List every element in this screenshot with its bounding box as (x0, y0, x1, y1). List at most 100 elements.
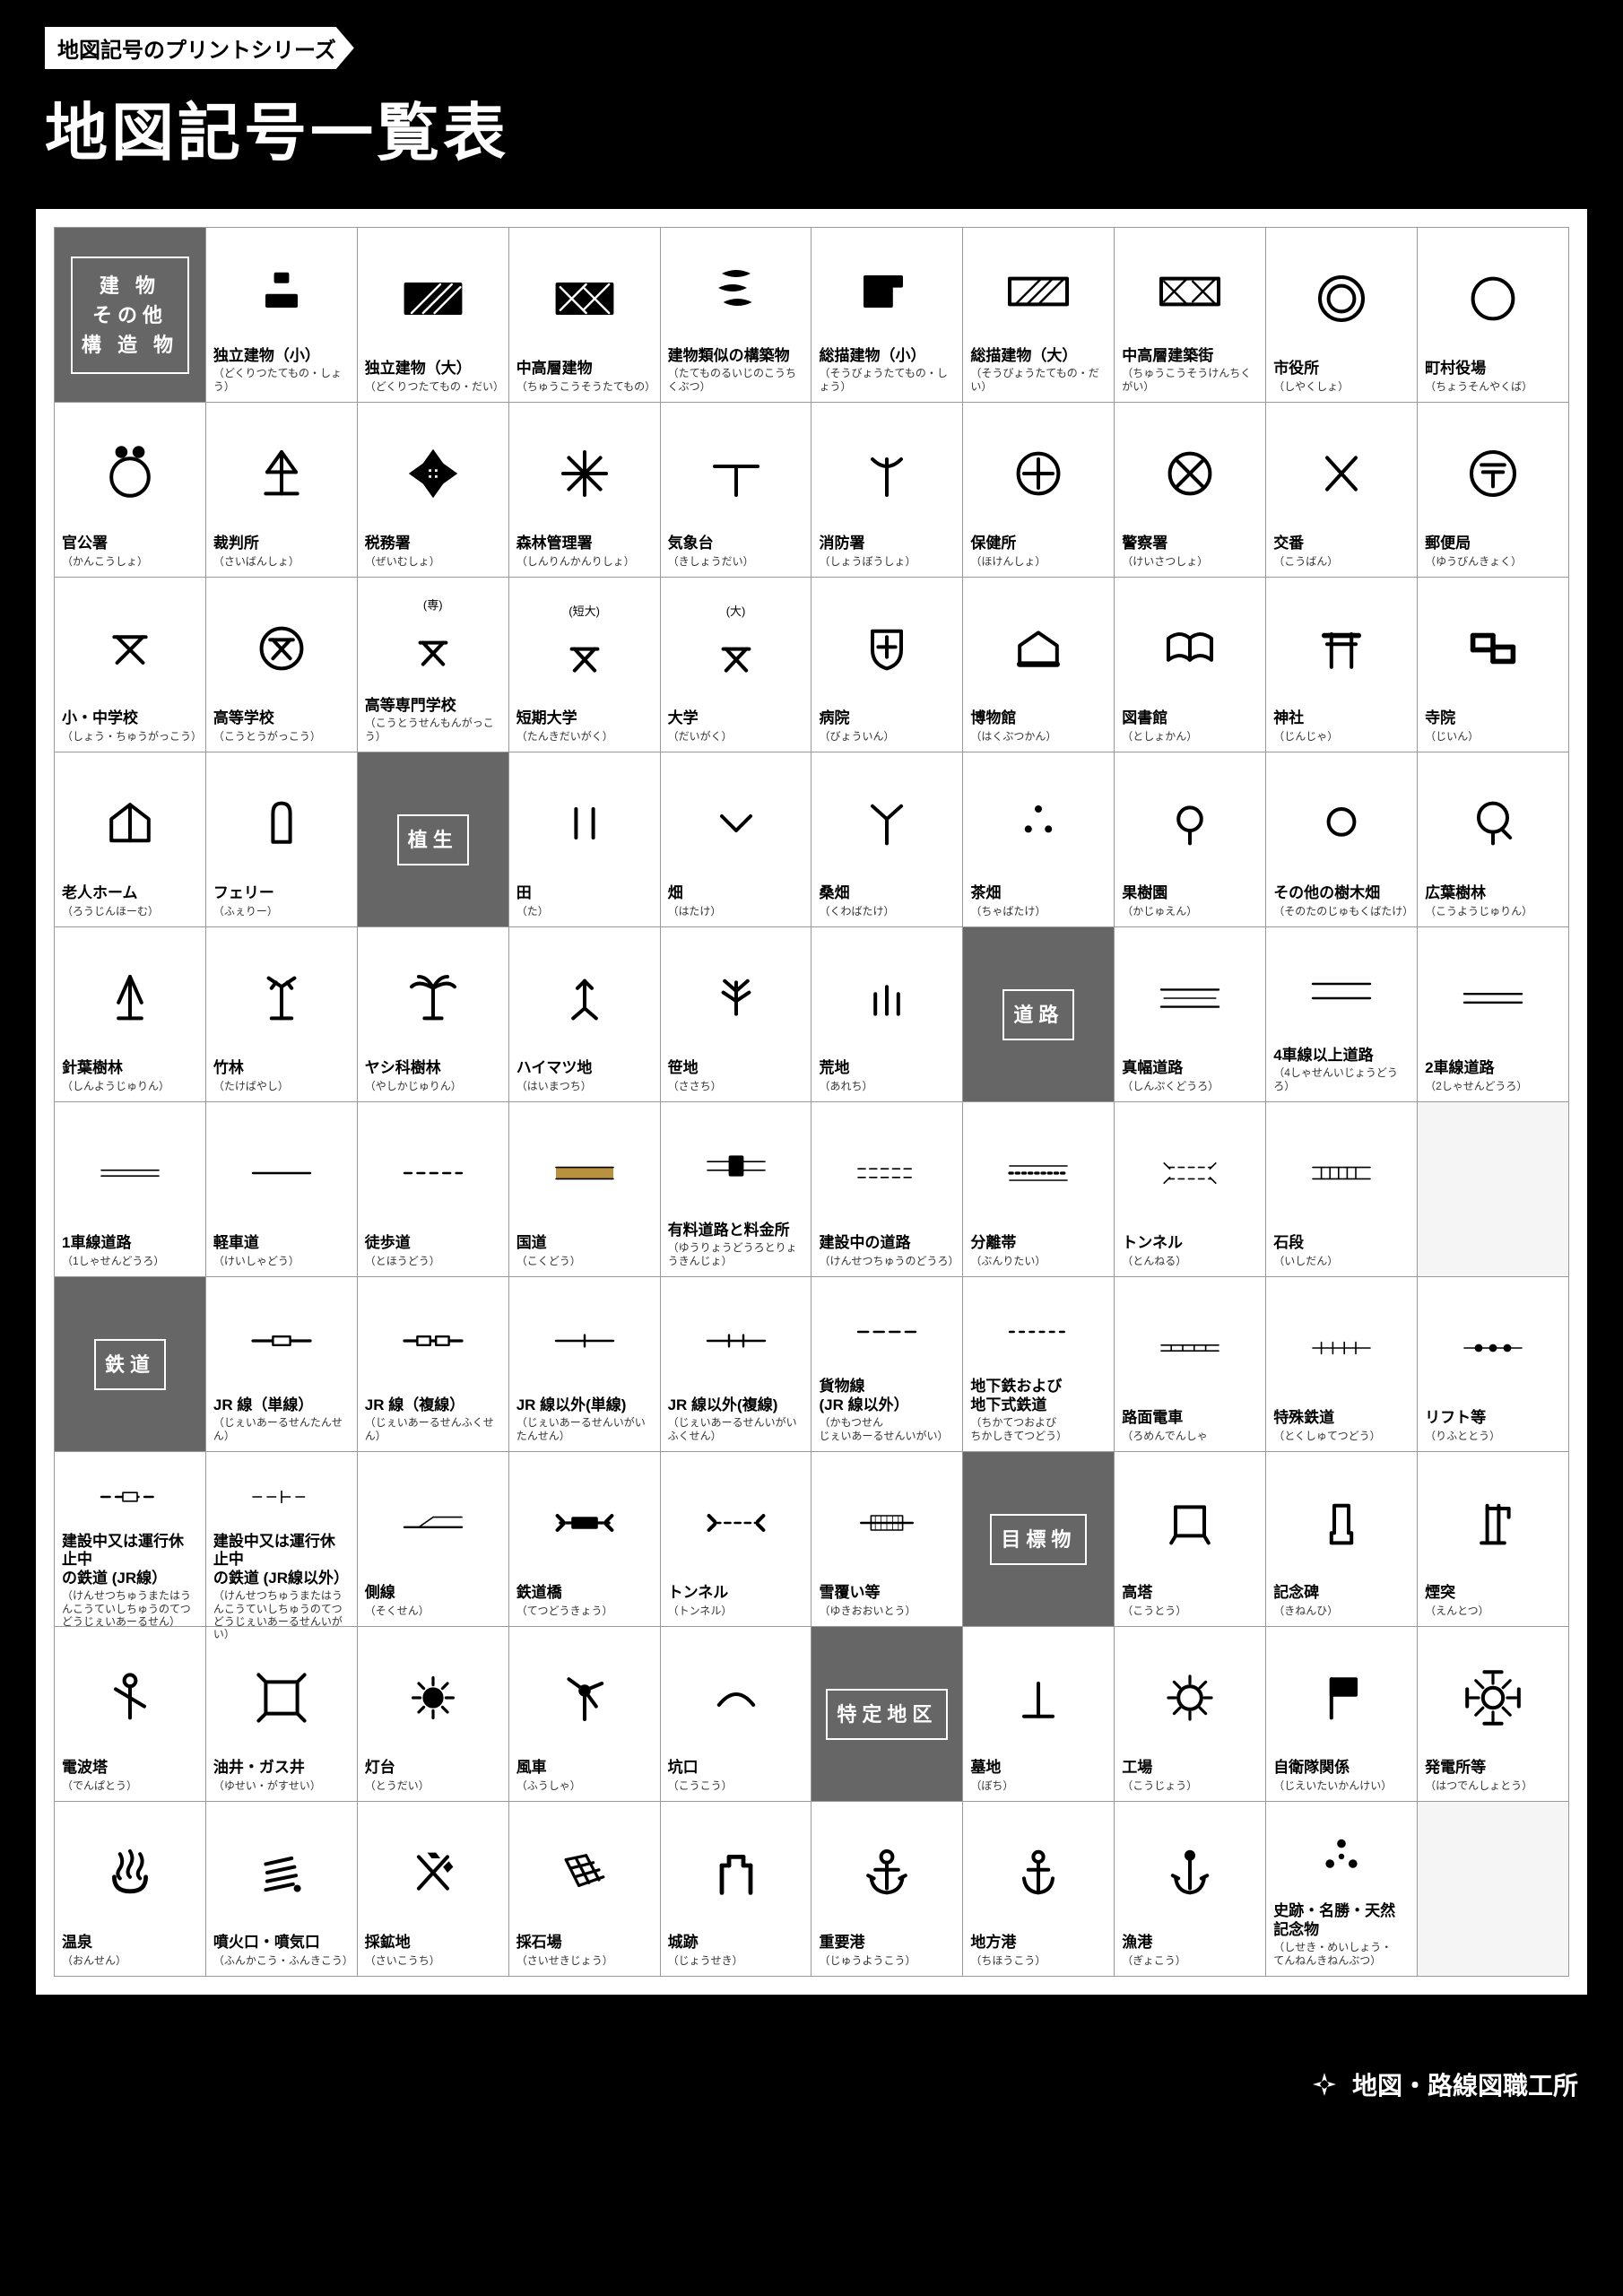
local-port-icon (970, 1811, 1107, 1934)
health-icon (970, 412, 1107, 535)
symbol-label: 交番 (1273, 535, 1410, 552)
oil-gas-icon (213, 1636, 350, 1759)
symbol-reading: （1しゃせんどうろ） (62, 1255, 198, 1267)
bldg-mid-cross-icon (516, 237, 653, 360)
symbol-label: 笹地 (668, 1059, 804, 1077)
lighthouse-icon (365, 1636, 501, 1759)
symbol-cell: 徒歩道（とほうどう） (358, 1102, 509, 1277)
symbol-cell: 墓地 （ぼち） (963, 1627, 1115, 1802)
monument-icon (1273, 1461, 1410, 1584)
symbol-reading: （しんりんかんりしょ） (516, 555, 653, 568)
symbol-reading: （そうびょうたてもの・だい） (970, 367, 1107, 393)
mine-icon (365, 1811, 501, 1934)
category-label: 植生 (397, 814, 469, 865)
footpath-icon (365, 1111, 501, 1234)
symbol-cell: 市役所（しやくしょ） (1266, 228, 1418, 403)
symbol-label: 建物類似の構築物 (668, 347, 804, 365)
windmill-icon (516, 1636, 653, 1759)
symbol-reading: （はたけ） (668, 905, 804, 918)
symbol-label: 高等学校 (213, 709, 350, 727)
symbol-cell: 広葉樹林 （こうようじゅりん） (1418, 752, 1569, 927)
symbol-cell: 小・中学校 （しょう・ちゅうがっこう） (55, 578, 206, 752)
symbol-cell: 税務署（ぜいむしょ） (358, 403, 509, 578)
symbol-cell: 裁判所（さいばんしょ） (206, 403, 358, 578)
symbol-reading: （ぼち） (970, 1779, 1107, 1792)
symbol-reading: （えんとつ） (1425, 1605, 1561, 1617)
symbol-reading: （じぇいあーるせんいがいたんせん） (516, 1416, 653, 1442)
symbol-label: 総描建物（小） (819, 347, 955, 365)
symbol-reading: （どくりつたてもの・しょう） (213, 367, 350, 393)
symbol-cell: 油井・ガス井（ゆせい・がすせい） (206, 1627, 358, 1802)
symbol-reading: （はいまつち） (516, 1080, 653, 1092)
snowshed-icon (819, 1461, 955, 1584)
symbol-cell: 桑畑（くわばたけ） (812, 752, 963, 927)
category-label: 目標物 (990, 1514, 1087, 1565)
symbol-label: 短期大学 (516, 709, 653, 727)
symbol-label: 独立建物（小） (213, 347, 350, 365)
symbol-label: 総描建物（大） (970, 347, 1107, 365)
other-tree-icon (1273, 761, 1410, 884)
symbol-reading: （しょうぼうしょ） (819, 555, 955, 568)
symbol-cell: 4車線以上道路（4しゃせんいじょうどうろ） (1266, 927, 1418, 1102)
symbol-cell: 図書館（としょかん） (1115, 578, 1266, 752)
symbol-reading: （どくりつたてもの・だい） (365, 380, 501, 393)
symbol-reading: （2しゃせんどうろ） (1425, 1080, 1561, 1092)
symbol-label: 採鉱地 (365, 1934, 501, 1952)
symbol-label: 市役所 (1273, 360, 1410, 378)
symbol-reading: （しょう・ちゅうがっこう） (62, 730, 198, 743)
symbol-reading: （はつでんしょとう） (1425, 1779, 1561, 1792)
symbol-reading: （ゆうびんきょく） (1425, 555, 1561, 568)
symbol-label: 石段 (1273, 1234, 1410, 1252)
symbol-reading: （こうこう） (668, 1779, 804, 1792)
symbol-label: 茶畑 (970, 884, 1107, 902)
symbol-cell: 針葉樹林（しんようじゅりん） (55, 927, 206, 1102)
symbol-reading: （ちかてつおよびちかしきてつどう） (970, 1416, 1107, 1442)
category-label: 鉄道 (94, 1339, 166, 1390)
bldg-small-icon (213, 237, 350, 347)
symbol-reading: （きしょうだい） (668, 555, 804, 568)
symbol-cell: 漁港（ぎょこう） (1115, 1802, 1266, 1977)
empty-cell (1418, 1102, 1569, 1277)
orchard-icon (1122, 761, 1258, 884)
rail-bridge-icon (516, 1461, 653, 1584)
toll-road-icon (668, 1111, 804, 1222)
symbol-label: JR 線（単線） (213, 1396, 350, 1414)
symbol-label: JR 線以外(単線) (516, 1396, 653, 1414)
police-icon (1122, 412, 1258, 535)
symbol-reading: （こうとう） (1122, 1605, 1258, 1617)
symbol-reading: （そのたのじゅもくばたけ） (1273, 905, 1410, 918)
symbol-cell: 畑（はたけ） (661, 752, 812, 927)
jr-single-icon (213, 1286, 350, 1396)
page-title: 地図記号一覧表 (45, 83, 1578, 173)
symbol-label: トンネル (668, 1584, 804, 1602)
category-header: 道路 (963, 927, 1115, 1102)
symbol-cell: 果樹園（かじゅえん） (1115, 752, 1266, 927)
freight-icon (819, 1286, 955, 1378)
symbol-cell: 地方港（ちほうこう） (963, 1802, 1115, 1977)
symbol-reading: （こうようじゅりん） (1425, 905, 1561, 918)
symbol-reading: （としょかん） (1122, 730, 1258, 743)
volcano-icon (213, 1811, 350, 1934)
symbol-reading: （ちょうそんやくば） (1425, 380, 1561, 393)
symbol-label: 風車 (516, 1759, 653, 1777)
symbol-label: 気象台 (668, 535, 804, 552)
road-construction-icon (819, 1111, 955, 1234)
symbol-label: 噴火口・噴気口 (213, 1934, 350, 1952)
nonjr-construction-icon (213, 1461, 350, 1533)
fishing-port-icon (1122, 1811, 1258, 1934)
symbol-cell: (短大)短期大学（たんきだいがく） (509, 578, 661, 752)
symbol-cell: 建設中又は運行休止中の鉄道 (JR線）（けんせつちゅうまたはうんこうていしちゅう… (55, 1452, 206, 1627)
symbol-reading: （ろうじんほーむ） (62, 905, 198, 918)
symbol-cell: 交番（こうばん） (1266, 403, 1418, 578)
symbol-label: 墓地 (970, 1759, 1107, 1777)
symbol-cell: 自衛隊関係（じえいたいかんけい） (1266, 1627, 1418, 1802)
symbol-reading: （たけばやし） (213, 1080, 350, 1092)
siding-icon (365, 1461, 501, 1584)
symbol-label: 独立建物（大） (365, 360, 501, 378)
symbol-label: 小・中学校 (62, 709, 198, 727)
symbol-label: 広葉樹林 (1425, 884, 1561, 902)
jr-construction-icon (62, 1461, 198, 1533)
generic-large-hatch-icon (970, 237, 1107, 347)
symbol-cell: 特殊鉄道（とくしゅてつどう） (1266, 1277, 1418, 1452)
symbol-label: 2車線道路 (1425, 1059, 1561, 1077)
